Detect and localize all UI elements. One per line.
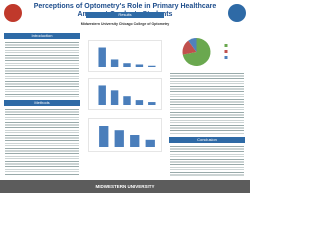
legend-swatch bbox=[224, 56, 228, 59]
bar bbox=[123, 96, 131, 105]
section-header: Methods bbox=[4, 100, 80, 106]
footer-logo: MIDWESTERN UNIVERSITY bbox=[95, 184, 155, 189]
bar bbox=[148, 102, 156, 105]
body-text bbox=[170, 145, 244, 177]
logo-left bbox=[4, 4, 22, 22]
chart bbox=[182, 38, 228, 66]
legend-swatch bbox=[224, 44, 228, 47]
poster: Perceptions of Optometry's Role in Prima… bbox=[0, 3, 250, 193]
pie-slice bbox=[188, 38, 197, 52]
bar bbox=[110, 90, 119, 105]
pie-slice bbox=[182, 38, 211, 66]
section-header: Conclusion bbox=[169, 137, 245, 143]
bar bbox=[98, 85, 106, 105]
chart bbox=[88, 118, 162, 152]
chart bbox=[88, 78, 162, 110]
pie-slice bbox=[182, 40, 197, 55]
logo-right bbox=[228, 4, 246, 22]
body-text bbox=[170, 72, 244, 134]
bar bbox=[110, 59, 119, 67]
footer bbox=[0, 180, 250, 193]
section-header: Introduction bbox=[4, 33, 80, 39]
bar bbox=[123, 63, 131, 67]
bar bbox=[99, 126, 109, 147]
body-text bbox=[5, 41, 79, 97]
section-header: Results bbox=[86, 12, 164, 18]
bar bbox=[148, 65, 156, 67]
bar bbox=[130, 135, 140, 147]
bar bbox=[145, 139, 155, 147]
chart bbox=[88, 40, 162, 72]
body-text bbox=[5, 108, 79, 176]
institution: Midwestern University Chicago College of… bbox=[80, 22, 170, 26]
bar bbox=[135, 100, 144, 105]
bar bbox=[114, 130, 124, 147]
legend-swatch bbox=[224, 50, 228, 53]
bar bbox=[98, 47, 106, 67]
bar bbox=[135, 64, 144, 67]
